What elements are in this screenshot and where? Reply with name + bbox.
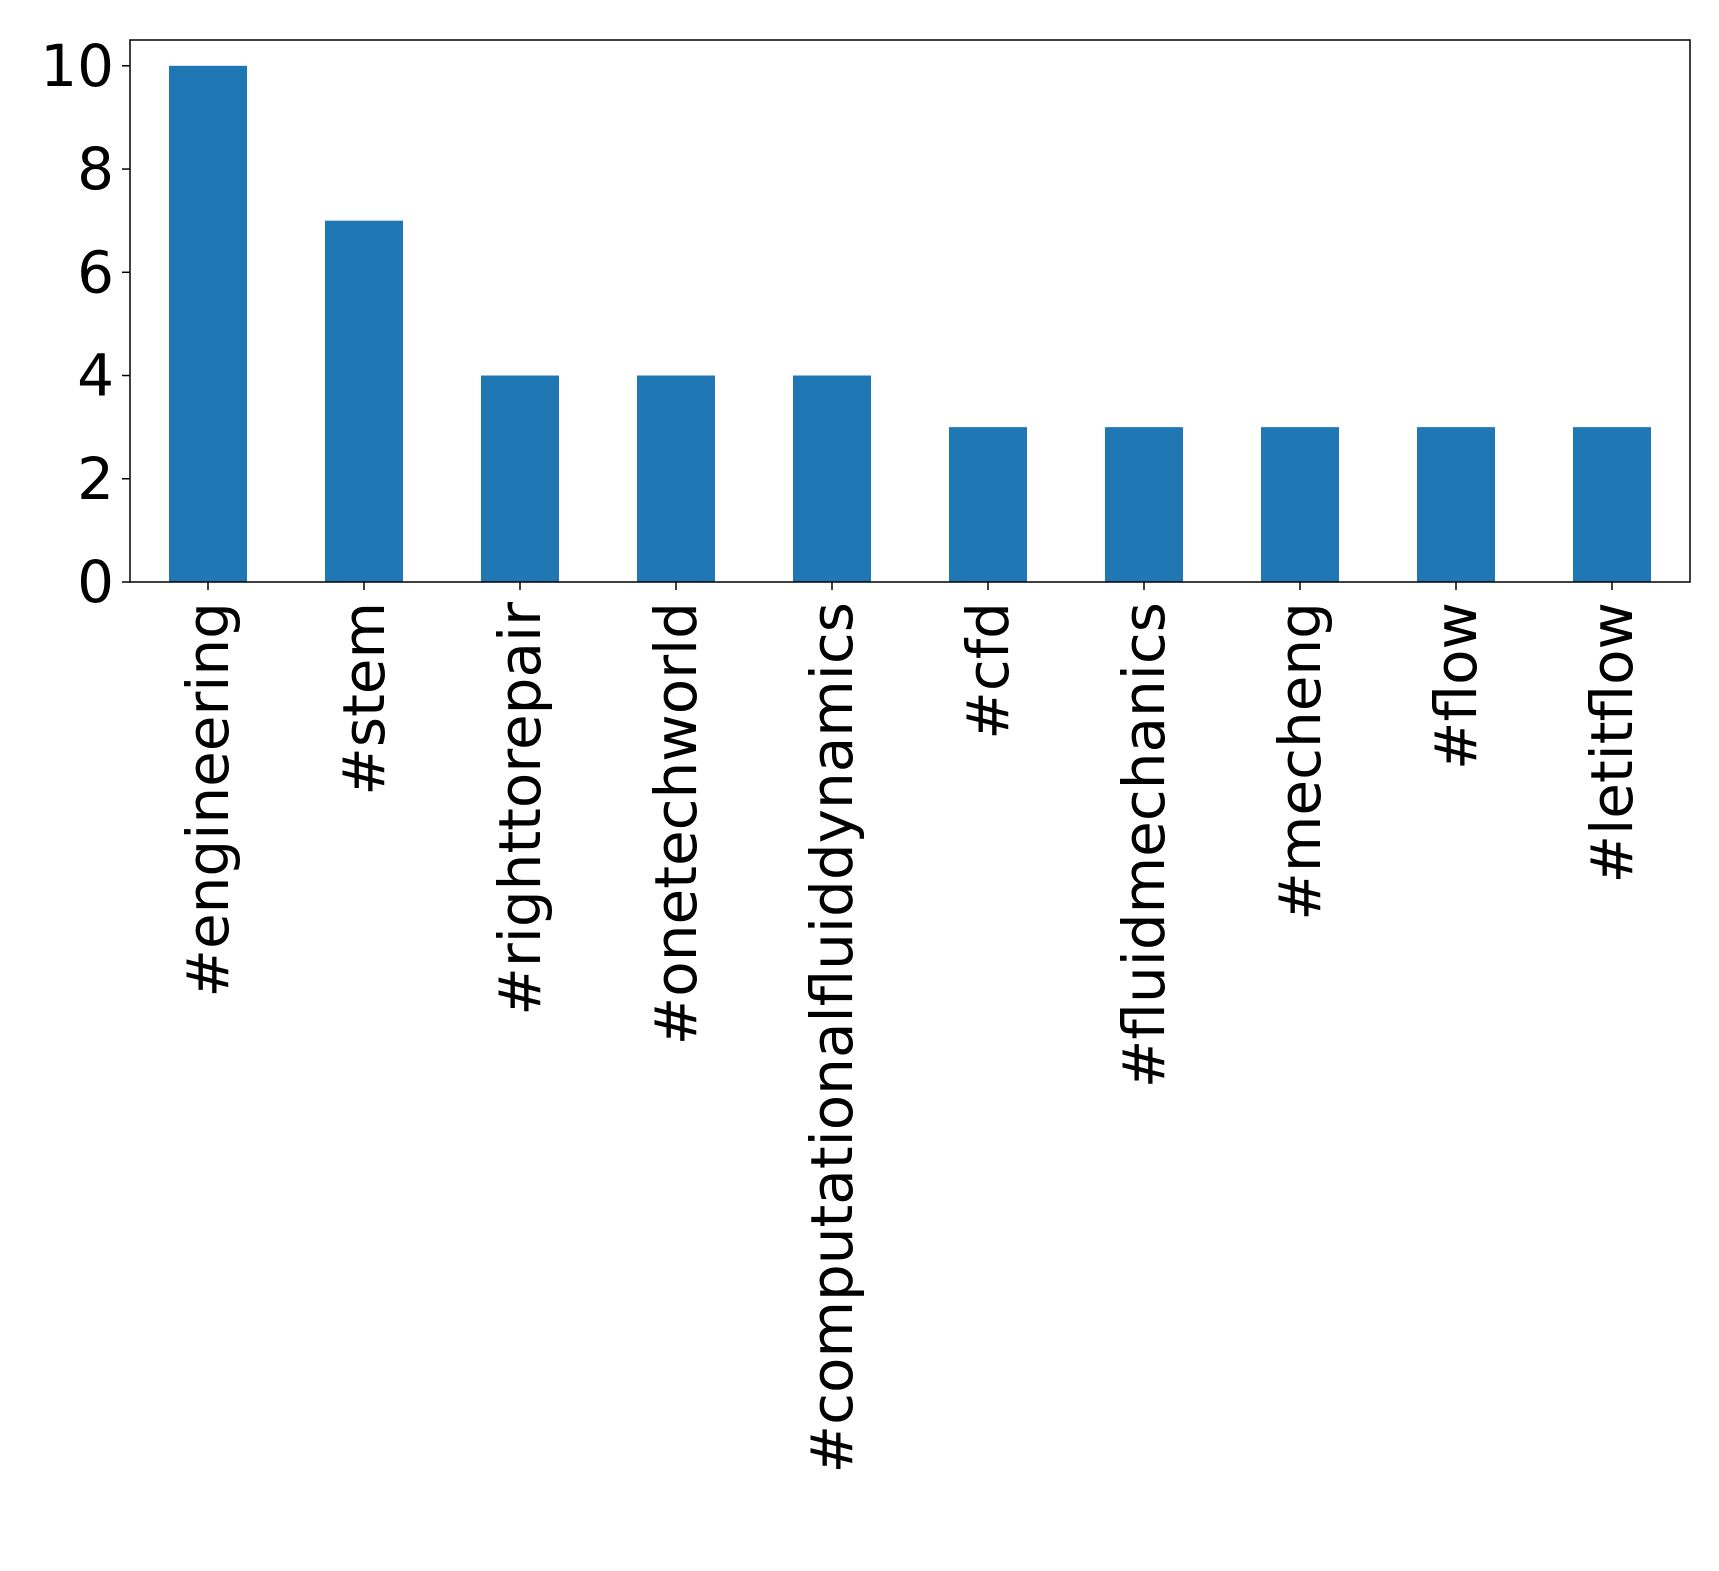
bar-letitflow xyxy=(1573,427,1651,582)
bar-flow xyxy=(1417,427,1495,582)
x-tick-label: #flow xyxy=(1422,602,1490,770)
x-tick-label: #righttorepair xyxy=(486,602,554,1016)
y-tick-label: 2 xyxy=(77,445,114,513)
x-tick-label: #mecheng xyxy=(1266,602,1334,921)
plot-frame xyxy=(129,39,1691,583)
bar-fluidmechanics xyxy=(1105,427,1183,582)
x-tick-label: #cfd xyxy=(954,602,1022,740)
bar-mecheng xyxy=(1261,427,1339,582)
x-tick-label: #computationalfluiddynamics xyxy=(798,602,866,1473)
x-tick-label: #letitflow xyxy=(1578,602,1646,883)
y-tick-label: 4 xyxy=(77,342,114,410)
bar-onetechworld xyxy=(637,375,715,582)
y-tick-label: 8 xyxy=(77,135,114,203)
bars-layer xyxy=(169,65,1651,583)
bar-computationalfluiddynamics xyxy=(793,375,871,582)
x-tick-label: #engineering xyxy=(174,602,242,998)
y-tick-label: 6 xyxy=(77,238,114,306)
x-tick-label: #fluidmechanics xyxy=(1110,602,1178,1088)
bar-engineering xyxy=(169,65,247,582)
x-tick-label: #stem xyxy=(330,602,398,796)
y-tick-label: 0 xyxy=(77,548,114,616)
x-tick-label: #onetechworld xyxy=(642,602,710,1045)
y-axis: 0 2 4 6 8 10 xyxy=(40,32,130,616)
bar-righttorepair xyxy=(481,375,559,582)
y-tick-label: 10 xyxy=(40,32,114,100)
x-axis: #engineering #stem #righttorepair #onetechw… xyxy=(174,582,1646,1473)
bar-cfd xyxy=(949,427,1027,582)
bar-stem xyxy=(325,220,403,583)
